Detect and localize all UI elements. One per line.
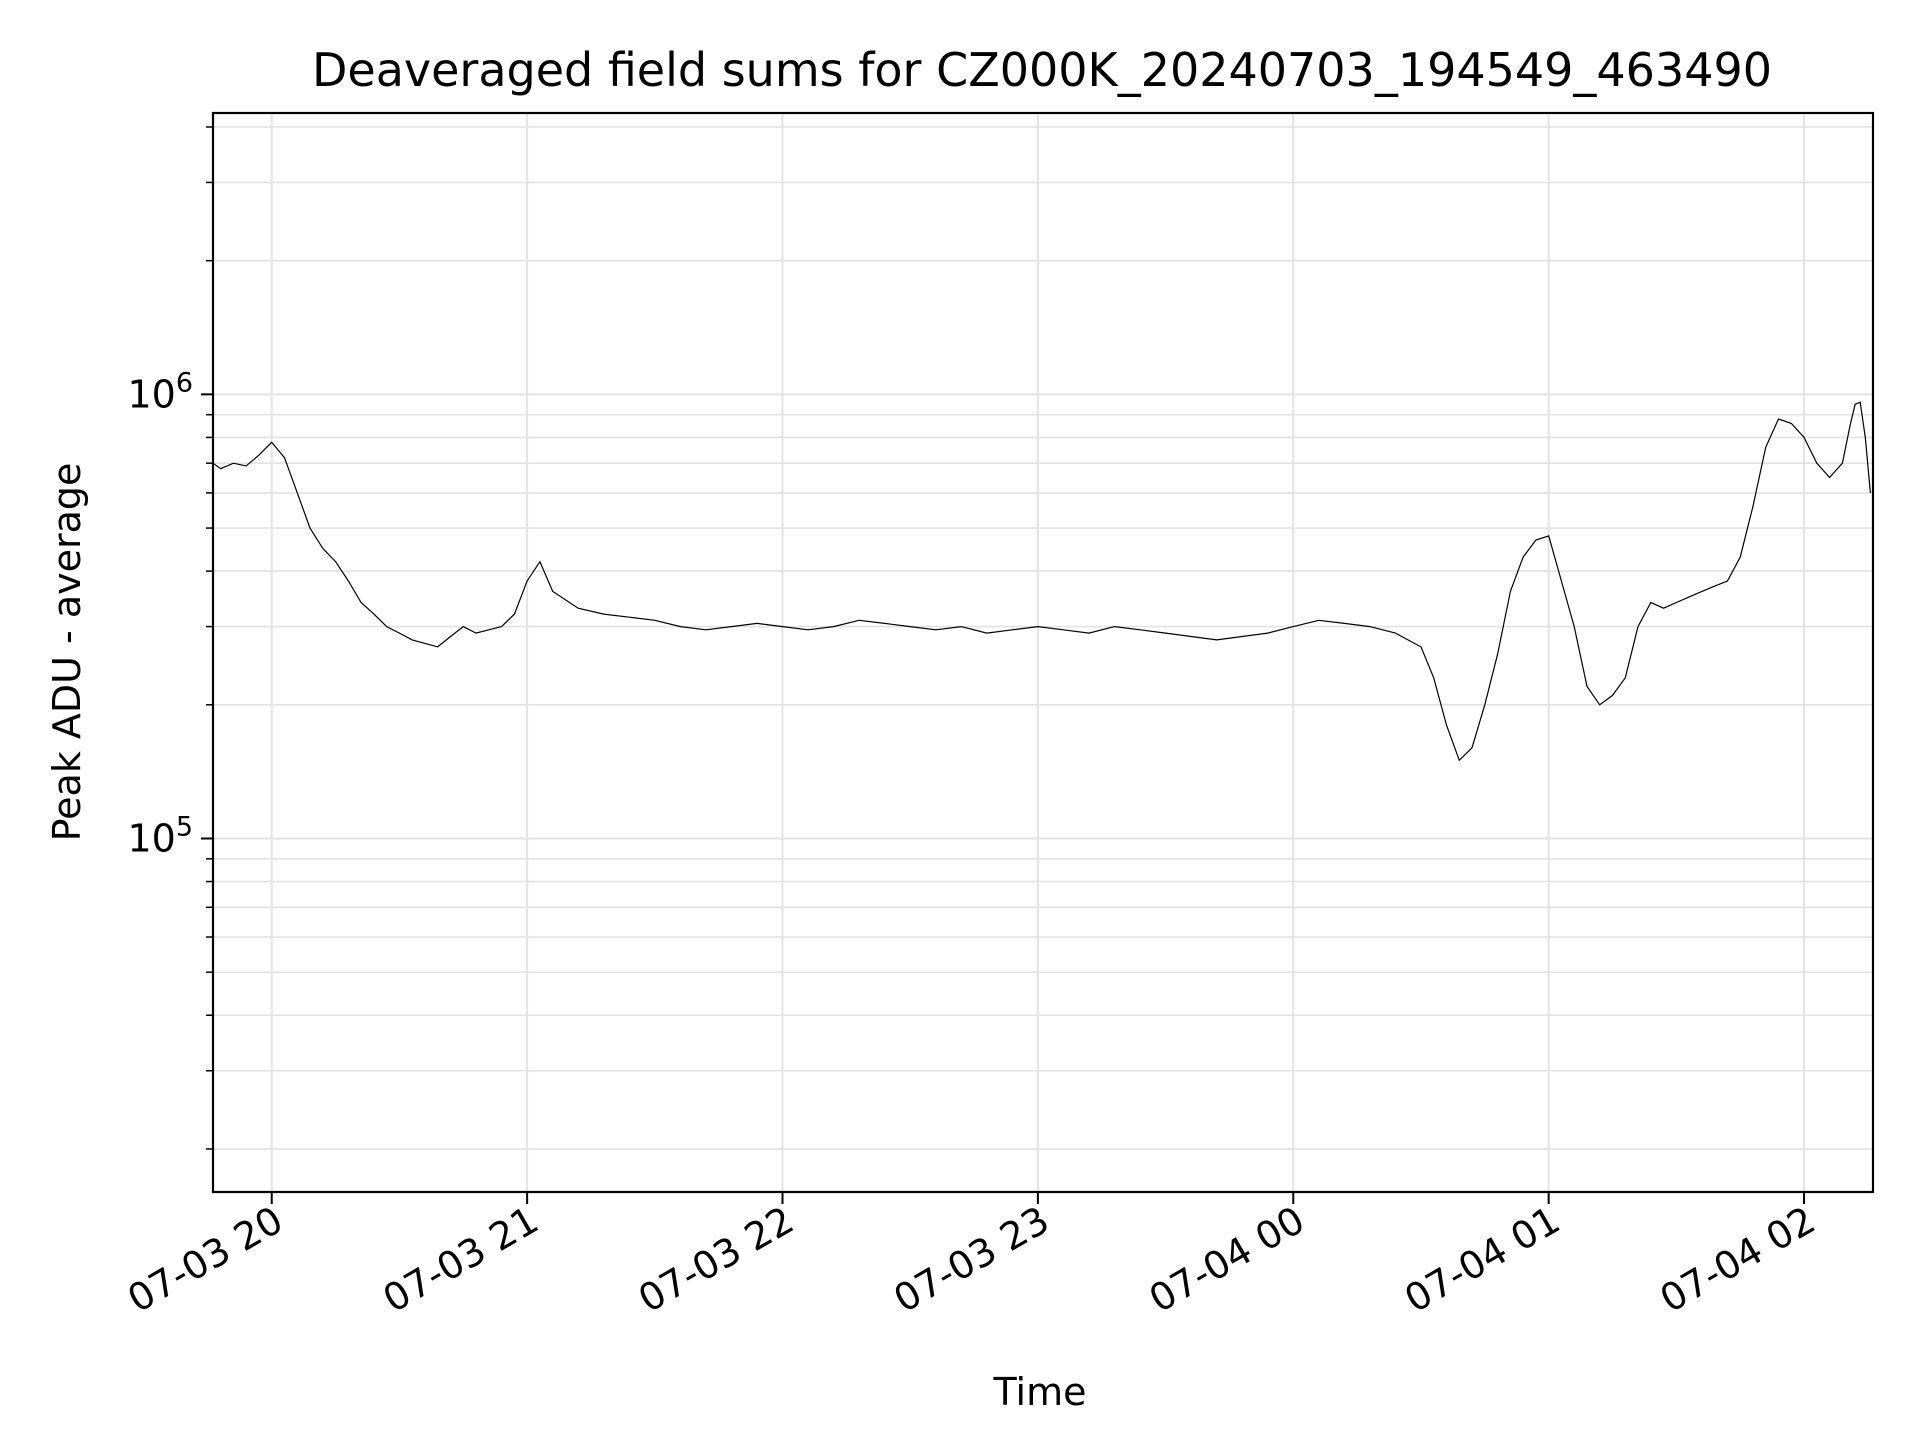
y-axis-label: Peak ADU - average bbox=[45, 463, 89, 842]
plot-frame bbox=[211, 111, 1875, 1194]
y-tick-label: 105 bbox=[127, 812, 193, 861]
y-tick-label: 106 bbox=[127, 367, 193, 416]
grid bbox=[213, 113, 1873, 1192]
chart-title: Deaveraged field sums for CZ000K_2024070… bbox=[312, 43, 1772, 97]
series-line bbox=[213, 401, 1871, 762]
plot-area bbox=[213, 401, 1871, 762]
y-axis: 105 106 bbox=[127, 126, 213, 1150]
x-axis-label: Time bbox=[993, 1370, 1087, 1414]
